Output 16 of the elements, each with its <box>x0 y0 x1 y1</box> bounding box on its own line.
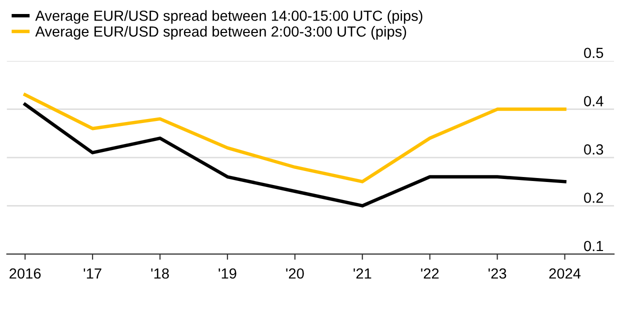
y-tick-label: 0.4 <box>584 96 604 106</box>
x-tick-label: '18 <box>151 268 169 279</box>
y-tick-label: 0.5 <box>584 48 604 58</box>
y-tick-label: 0.2 <box>584 192 603 203</box>
y-tick-label: 0.1 <box>584 240 604 252</box>
x-tick-label: '19 <box>218 268 236 279</box>
x-tick-label: '20 <box>286 268 304 279</box>
x-tick-label: '23 <box>488 268 506 279</box>
x-tick-label: '21 <box>354 268 372 279</box>
x-tick-label: 2024 <box>549 268 581 279</box>
x-tick-label: 2016 <box>10 268 41 279</box>
x-tick-label: '22 <box>421 268 439 279</box>
legend-label: Average EUR/USD spread between 2:00-3:00 UTC (pips) <box>35 26 406 40</box>
legend-label: Average EUR/USD spread between 14:00-15:00 UTC (pips) <box>35 10 422 24</box>
y-tick-label: 0.3 <box>584 144 604 155</box>
x-tick-label: '17 <box>84 268 102 279</box>
